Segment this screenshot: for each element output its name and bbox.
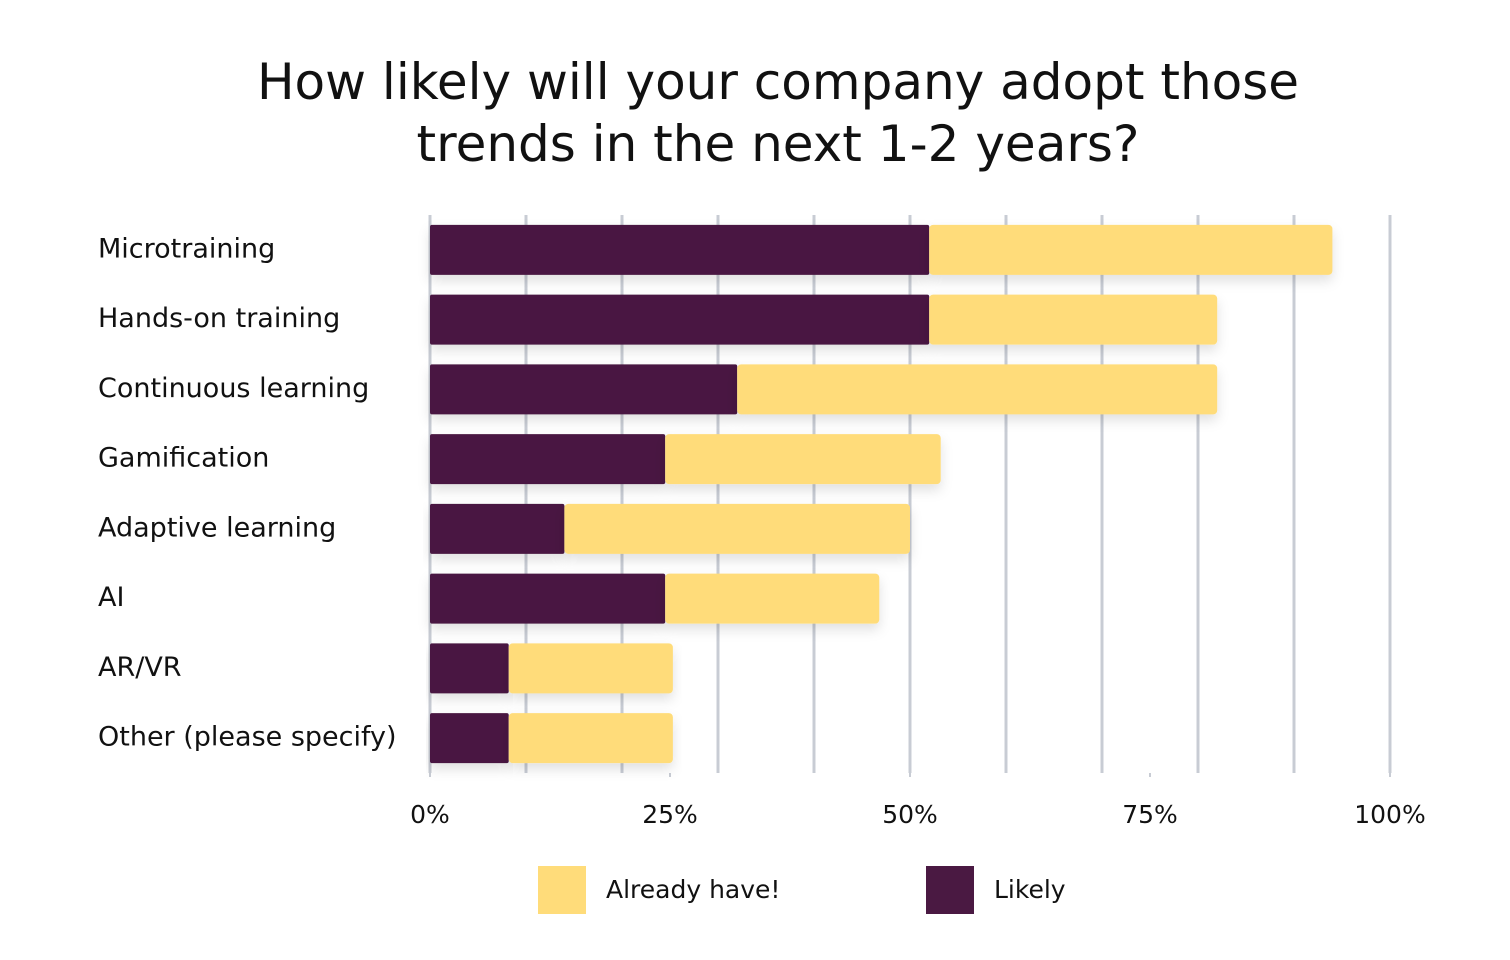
y-tick-label: Hands-on training: [98, 303, 340, 334]
bar-segment: [737, 364, 1218, 415]
chart-title-group: How likely will your company adopt those…: [257, 53, 1299, 173]
bar-segment: [929, 294, 1218, 345]
bar-segment: [430, 434, 666, 485]
chart-title: How likely will your company adopt those…: [257, 53, 1299, 173]
x-tick-label: 25%: [642, 800, 698, 829]
x-tick-label: 75%: [1122, 800, 1178, 829]
bar-segment: [430, 643, 509, 694]
bar-segment: [430, 224, 930, 275]
bar-segment: [564, 503, 910, 554]
legend-label: Likely: [994, 875, 1066, 904]
y-tick-label: Other (please specify): [98, 722, 397, 753]
bar-segment: [430, 713, 509, 764]
bar-segment: [929, 224, 1333, 275]
bar-segment: [430, 573, 666, 624]
bars: [430, 224, 1333, 764]
x-tick-label: 0%: [410, 800, 450, 829]
bar-segment: [665, 573, 880, 624]
legend-swatch: [926, 866, 974, 914]
y-tick-label: Gamification: [98, 443, 269, 474]
y-tick-label: AI: [98, 582, 124, 613]
y-tick-label: AR/VR: [98, 652, 182, 683]
legend-swatch: [538, 866, 586, 914]
y-tick-label: Microtraining: [98, 233, 275, 264]
y-tick-label: Adaptive learning: [98, 512, 336, 543]
bar-segment: [430, 294, 930, 345]
bar-segment: [508, 643, 673, 694]
bar-segment: [665, 434, 941, 485]
legend: Already have! Likely: [538, 866, 1066, 914]
legend-label: Already have!: [606, 875, 780, 904]
bar-segment: [430, 364, 738, 415]
labels: 0% 25% 50% 75% 100% Microtraining Hands-on tra…: [98, 233, 1426, 829]
bar-segment: [430, 503, 565, 554]
x-tick-label: 100%: [1354, 800, 1425, 829]
y-tick-label: Continuous learning: [98, 373, 369, 404]
bar-segment: [508, 713, 673, 764]
x-tick-label: 50%: [882, 800, 938, 829]
